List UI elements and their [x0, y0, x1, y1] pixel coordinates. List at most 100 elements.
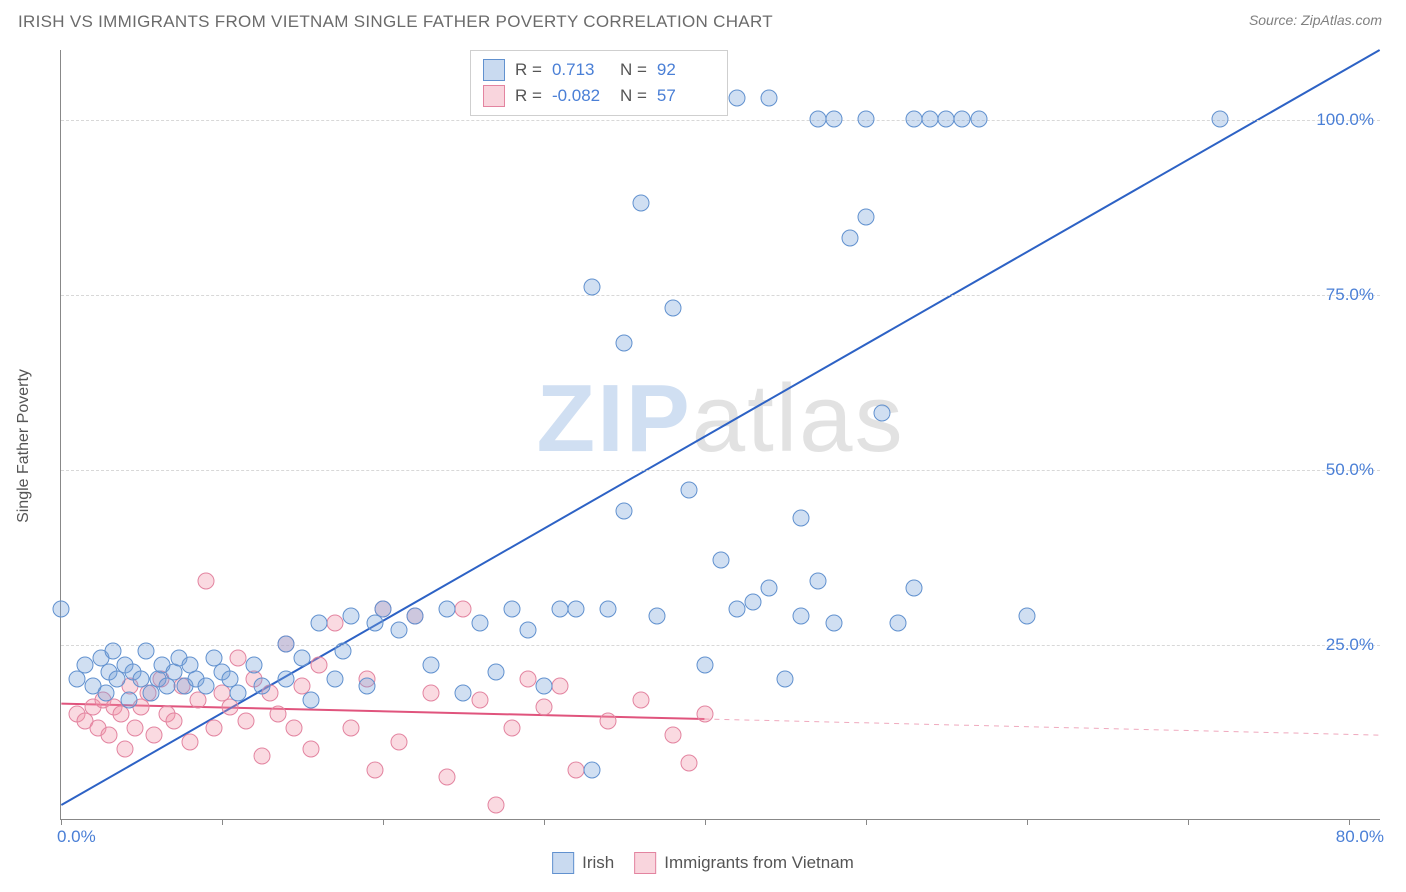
data-point [535, 699, 552, 716]
data-point [777, 671, 794, 688]
data-point [648, 608, 665, 625]
data-point [77, 657, 94, 674]
data-point [197, 678, 214, 695]
data-point [568, 762, 585, 779]
y-axis-label: Single Father Poverty [15, 369, 33, 523]
data-point [825, 615, 842, 632]
data-point [294, 650, 311, 667]
data-point [809, 573, 826, 590]
data-point [664, 727, 681, 744]
data-point [890, 615, 907, 632]
data-point [841, 230, 858, 247]
data-point [246, 657, 263, 674]
data-point [906, 580, 923, 597]
x-tick [1027, 819, 1028, 825]
data-point [270, 706, 287, 723]
data-point [552, 601, 569, 618]
data-point [729, 601, 746, 618]
data-point [101, 727, 118, 744]
data-point [857, 111, 874, 128]
n-value-irish: 92 [657, 57, 715, 83]
data-point [455, 601, 472, 618]
x-tick [1188, 819, 1189, 825]
data-point [1018, 608, 1035, 625]
data-point [713, 552, 730, 569]
data-point [568, 601, 585, 618]
data-point [230, 685, 247, 702]
data-point [146, 727, 163, 744]
data-point [117, 741, 134, 758]
data-point [423, 685, 440, 702]
data-point [680, 755, 697, 772]
r-label: R = [515, 83, 542, 109]
source-label: Source: [1249, 12, 1301, 28]
scatter-plot-area: ZIPatlas 25.0%50.0%75.0%100.0%0.0%80.0% [60, 50, 1380, 820]
x-tick-label-left: 0.0% [57, 827, 96, 847]
legend-item-irish: Irish [552, 852, 614, 874]
x-tick [866, 819, 867, 825]
swatch-vietnam [634, 852, 656, 874]
data-point [310, 657, 327, 674]
data-point [326, 671, 343, 688]
r-value-vietnam: -0.082 [552, 83, 610, 109]
data-point [127, 720, 144, 737]
data-point [334, 643, 351, 660]
data-point [938, 111, 955, 128]
data-point [439, 769, 456, 786]
data-point [519, 622, 536, 639]
data-point [632, 692, 649, 709]
data-point [278, 671, 295, 688]
data-point [302, 741, 319, 758]
data-point [825, 111, 842, 128]
data-point [391, 734, 408, 751]
data-point [310, 615, 327, 632]
legend-label-vietnam: Immigrants from Vietnam [664, 853, 854, 873]
data-point [696, 706, 713, 723]
data-point [197, 573, 214, 590]
swatch-vietnam [483, 85, 505, 107]
chart-header: IRISH VS IMMIGRANTS FROM VIETNAM SINGLE … [0, 0, 1406, 40]
data-point [120, 692, 137, 709]
data-point [358, 678, 375, 695]
data-point [600, 713, 617, 730]
data-point [278, 636, 295, 653]
data-point [104, 643, 121, 660]
data-point [680, 482, 697, 499]
data-point [954, 111, 971, 128]
data-point [138, 643, 155, 660]
r-label: R = [515, 57, 542, 83]
data-point [230, 650, 247, 667]
data-point [53, 601, 70, 618]
grid-line [61, 470, 1380, 471]
grid-line [61, 645, 1380, 646]
source-attribution: Source: ZipAtlas.com [1249, 12, 1382, 32]
data-point [366, 762, 383, 779]
y-tick-label: 25.0% [1326, 635, 1374, 655]
x-tick [383, 819, 384, 825]
chart-title: IRISH VS IMMIGRANTS FROM VIETNAM SINGLE … [18, 12, 773, 32]
data-point [487, 797, 504, 814]
data-point [793, 510, 810, 527]
x-tick [705, 819, 706, 825]
data-point [487, 664, 504, 681]
n-label: N = [620, 57, 647, 83]
data-point [857, 209, 874, 226]
y-tick-label: 100.0% [1316, 110, 1374, 130]
data-point [254, 748, 271, 765]
r-value-irish: 0.713 [552, 57, 610, 83]
data-point [181, 734, 198, 751]
swatch-irish [552, 852, 574, 874]
x-tick [544, 819, 545, 825]
data-point [616, 503, 633, 520]
data-point [238, 713, 255, 730]
trend-line-dashed [704, 719, 1379, 735]
data-point [761, 580, 778, 597]
x-tick [1349, 819, 1350, 825]
data-point [286, 720, 303, 737]
data-point [503, 601, 520, 618]
data-point [366, 615, 383, 632]
data-point [632, 195, 649, 212]
n-label: N = [620, 83, 647, 109]
data-point [302, 692, 319, 709]
x-tick [222, 819, 223, 825]
